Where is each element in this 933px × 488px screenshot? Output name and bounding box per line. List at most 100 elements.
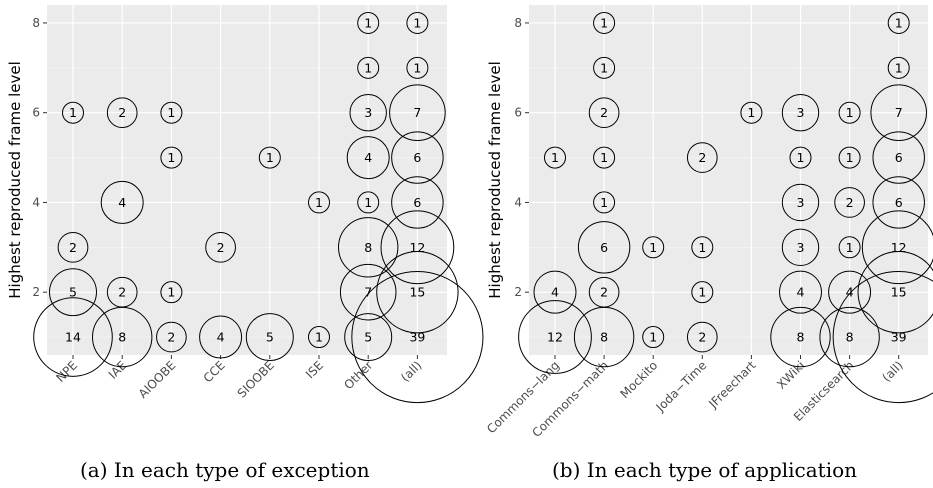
bubble-count-label: 2 <box>600 105 608 120</box>
bubble-count-label: 1 <box>600 150 608 165</box>
bubble <box>781 228 820 266</box>
bubble-count-label: 5 <box>69 285 77 300</box>
bubble-count-label: 2 <box>698 330 706 345</box>
bubble <box>518 300 592 374</box>
x-tick-label: AIOOBE <box>136 358 179 401</box>
bubble-count-label: 39 <box>891 330 907 345</box>
y-tick-label: 4 <box>514 195 522 209</box>
bubble-count-label: 6 <box>600 240 608 255</box>
x-tick-label: (all) <box>398 358 424 384</box>
y-tick-label: 2 <box>514 285 522 299</box>
bubble <box>740 101 763 124</box>
bubble <box>770 306 831 368</box>
bubble <box>338 217 399 278</box>
bubble <box>593 146 616 169</box>
bubble <box>887 11 910 34</box>
y-tick-label: 6 <box>514 106 522 120</box>
bubble <box>57 231 89 263</box>
bubble <box>544 146 566 169</box>
bubble <box>351 270 484 404</box>
bubble <box>308 191 330 214</box>
bubble <box>346 136 390 180</box>
bubble-count-label: 1 <box>413 15 421 30</box>
bubble <box>857 251 933 334</box>
x-tick-label: SIOOBE <box>235 358 277 400</box>
bubble <box>106 97 138 129</box>
bubble-count-label: 12 <box>409 240 425 255</box>
bubble <box>819 306 880 368</box>
bubble-count-label: 1 <box>747 105 755 120</box>
bubble-count-label: 12 <box>891 240 907 255</box>
y-tick-label: 8 <box>514 16 522 30</box>
bubble-count-label: 8 <box>118 330 126 345</box>
bubble-count-label: 4 <box>364 150 372 165</box>
bubble <box>872 176 925 229</box>
bubble-count-label: 1 <box>69 105 77 120</box>
bubble <box>642 236 665 259</box>
bubble-count-label: 1 <box>364 195 372 210</box>
bubble-count-label: 5 <box>266 330 274 345</box>
bubble-count-label: 7 <box>364 285 372 300</box>
bubble-count-label: 1 <box>364 15 372 30</box>
bubble <box>691 281 714 304</box>
bubble-count-label: 1 <box>600 15 608 30</box>
bubble-count-label: 2 <box>217 240 225 255</box>
bubble-count-label: 4 <box>118 195 126 210</box>
bubble-count-label: 1 <box>167 105 175 120</box>
bubble <box>160 101 183 124</box>
y-tick-label: 8 <box>32 16 40 30</box>
bubble <box>258 146 281 169</box>
bubble-count-label: 1 <box>649 330 657 345</box>
bubble <box>834 187 865 218</box>
x-tick-label: ISE <box>303 358 326 381</box>
bubble-count-label: 1 <box>698 285 706 300</box>
bubble <box>686 142 718 173</box>
bubble-count-label: 8 <box>797 330 805 345</box>
bubble <box>789 146 812 169</box>
bubble-count-label: 6 <box>413 150 421 165</box>
bubble-count-label: 3 <box>364 105 372 120</box>
bubble <box>781 183 820 222</box>
bubble-count-label: 1 <box>551 150 559 165</box>
bubble-count-label: 4 <box>217 330 225 345</box>
x-tick-label: JFreechart <box>705 358 758 411</box>
bubble <box>838 146 861 169</box>
bubble-count-label: 8 <box>600 330 608 345</box>
bubble-count-label: 6 <box>413 195 421 210</box>
bubble <box>357 56 380 79</box>
bubble <box>838 236 861 259</box>
caption-a: (a) In each type of exception <box>80 458 370 482</box>
bubble <box>33 297 113 377</box>
bubble <box>781 94 820 132</box>
x-tick-label: (all) <box>879 358 905 384</box>
bubble-count-label: 1 <box>413 60 421 75</box>
bubble-count-label: 8 <box>846 330 854 345</box>
bubble <box>642 326 665 349</box>
bubble-count-label: 7 <box>413 105 421 120</box>
x-tick-label: Other <box>341 358 375 392</box>
bubble <box>160 146 183 169</box>
bubble-count-label: 14 <box>65 330 81 345</box>
bubble <box>49 268 97 317</box>
bubble-count-label: 3 <box>797 240 805 255</box>
bubble <box>887 56 910 79</box>
bubble <box>838 101 861 124</box>
bubble <box>391 176 444 229</box>
bubble <box>779 270 822 314</box>
bubble-count-label: 1 <box>167 285 175 300</box>
bubble-count-label: 1 <box>797 150 805 165</box>
bubble-count-label: 6 <box>895 150 903 165</box>
bubble <box>593 11 616 34</box>
bubble <box>92 306 153 368</box>
bubble <box>389 84 446 141</box>
bubble-count-label: 39 <box>409 330 425 345</box>
y-tick-label: 2 <box>32 285 40 299</box>
bubble <box>339 263 397 321</box>
bubble <box>832 270 933 404</box>
bubble <box>593 191 616 214</box>
bubble-count-label: 4 <box>846 285 854 300</box>
bubble-count-label: 1 <box>600 60 608 75</box>
bubble <box>376 251 459 334</box>
x-tick-label: IAE <box>106 358 130 382</box>
